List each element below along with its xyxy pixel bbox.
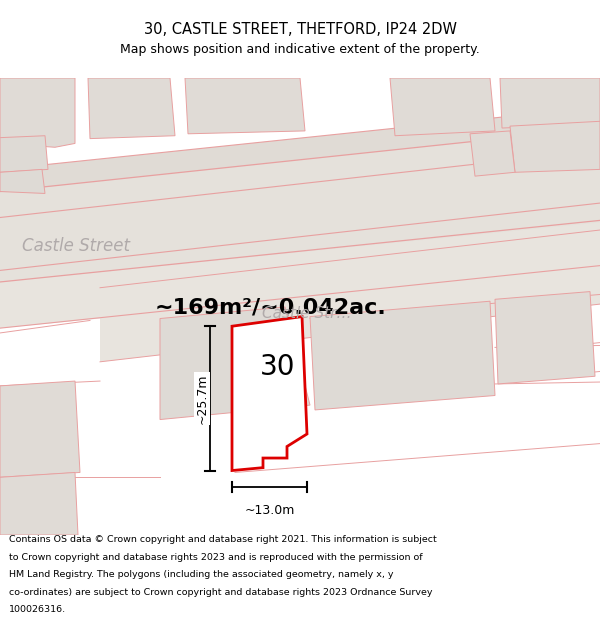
Polygon shape	[88, 78, 175, 139]
Text: Castle Str…: Castle Str…	[262, 306, 352, 321]
Polygon shape	[100, 230, 600, 362]
Text: Contains OS data © Crown copyright and database right 2021. This information is : Contains OS data © Crown copyright and d…	[9, 535, 437, 544]
Text: ~13.0m: ~13.0m	[244, 504, 295, 518]
Polygon shape	[0, 107, 600, 218]
Text: co-ordinates) are subject to Crown copyright and database rights 2023 Ordnance S: co-ordinates) are subject to Crown copyr…	[9, 588, 433, 597]
Text: ~25.7m: ~25.7m	[196, 373, 209, 424]
Text: 30: 30	[260, 352, 296, 381]
Text: 30, CASTLE STREET, THETFORD, IP24 2DW: 30, CASTLE STREET, THETFORD, IP24 2DW	[143, 22, 457, 37]
Text: 100026316.: 100026316.	[9, 605, 66, 614]
Polygon shape	[500, 78, 600, 128]
Polygon shape	[0, 381, 80, 478]
Polygon shape	[470, 131, 515, 176]
Polygon shape	[495, 292, 595, 384]
Polygon shape	[0, 472, 78, 535]
Text: to Crown copyright and database rights 2023 and is reproduced with the permissio: to Crown copyright and database rights 2…	[9, 552, 422, 561]
Polygon shape	[0, 128, 600, 282]
Polygon shape	[310, 301, 495, 410]
Polygon shape	[510, 121, 600, 172]
Text: Castle Street: Castle Street	[22, 238, 130, 256]
Text: ~169m²/~0.042ac.: ~169m²/~0.042ac.	[155, 298, 387, 318]
Text: HM Land Registry. The polygons (including the associated geometry, namely x, y: HM Land Registry. The polygons (includin…	[9, 570, 394, 579]
Polygon shape	[232, 317, 307, 471]
Polygon shape	[0, 78, 75, 148]
Polygon shape	[160, 307, 310, 419]
Polygon shape	[0, 169, 45, 194]
Polygon shape	[185, 78, 305, 134]
Polygon shape	[0, 136, 48, 172]
Polygon shape	[0, 150, 600, 328]
Polygon shape	[390, 78, 495, 136]
Text: Map shows position and indicative extent of the property.: Map shows position and indicative extent…	[120, 43, 480, 56]
